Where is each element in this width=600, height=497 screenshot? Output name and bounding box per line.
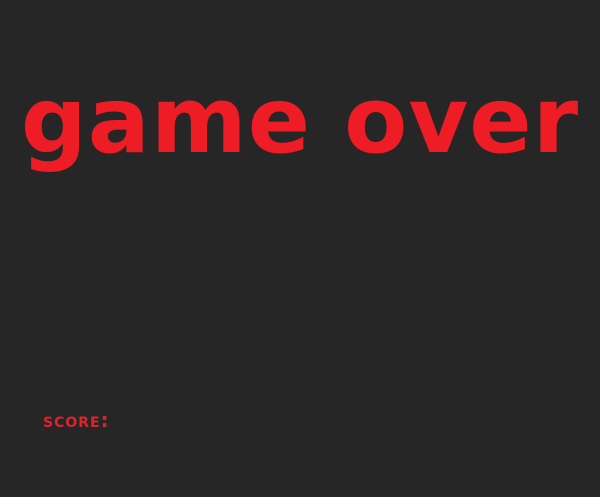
game-over-title: game over — [20, 67, 580, 174]
score-label: SCORE: — [43, 408, 110, 432]
